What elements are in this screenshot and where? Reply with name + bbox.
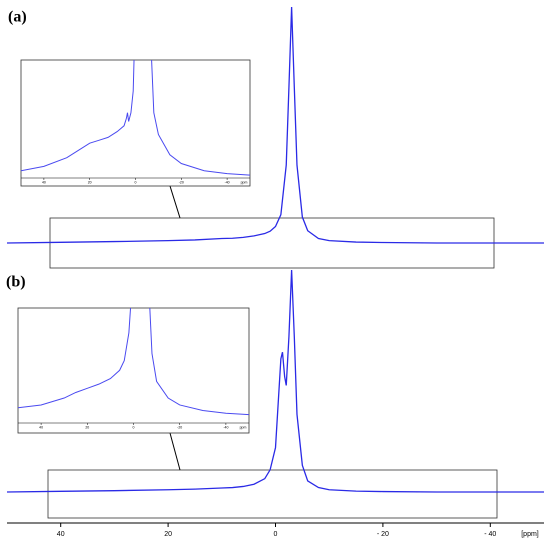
x-tick-label: 20 — [85, 425, 89, 429]
inset-frame — [20, 59, 251, 187]
x-tick-label: 40 — [57, 531, 65, 538]
spectrum — [18, 308, 249, 416]
x-axis-label: ppm — [241, 180, 248, 184]
x-tick-label: -20 — [179, 180, 184, 184]
inset-frame — [17, 307, 250, 434]
x-tick-label: 40 — [42, 180, 46, 184]
x-tick-label: 0 — [133, 425, 135, 429]
x-axis-label: ppm — [240, 425, 247, 429]
x-tick-label: 0 — [135, 180, 137, 184]
x-tick-label: 40 — [39, 425, 43, 429]
x-tick-label: - 40 — [484, 531, 496, 538]
x-tick-label: - 20 — [377, 531, 389, 538]
panel-label: (b) — [6, 274, 26, 291]
connector — [169, 185, 181, 219]
spectrum — [6, 6, 544, 244]
spectrum — [21, 60, 250, 176]
x-tick-label: 0 — [274, 531, 278, 538]
panel-label: (a) — [8, 9, 27, 26]
x-tick-label: -40 — [225, 180, 230, 184]
zoom-box — [47, 469, 498, 519]
x-tick-label: -40 — [223, 425, 228, 429]
x-tick-label: 20 — [164, 531, 172, 538]
x-tick-label: -20 — [177, 425, 182, 429]
connector — [169, 432, 181, 471]
x-tick-label: 20 — [88, 180, 92, 184]
x-axis-label: [ppm] — [521, 531, 539, 538]
spectrum — [6, 269, 544, 493]
